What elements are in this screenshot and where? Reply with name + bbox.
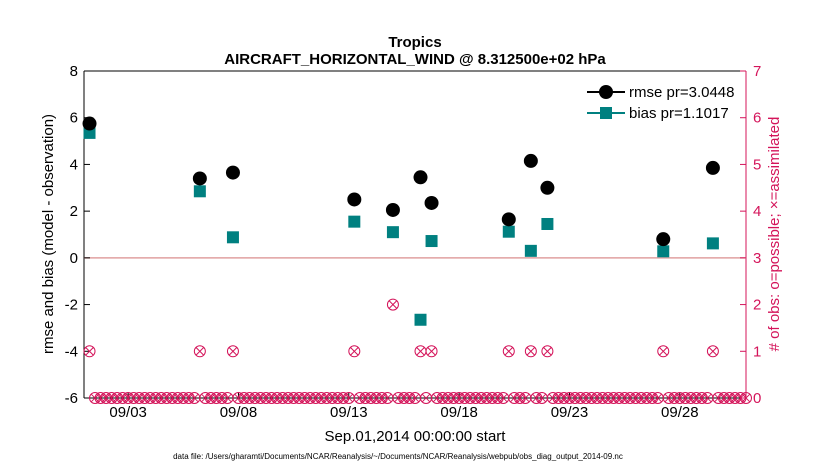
left-y-tick-label: 6: [70, 110, 78, 127]
data-file-footnote: data file: /Users/gharamti/Documents/NCA…: [173, 452, 623, 461]
right-y-tick-label: 3: [753, 250, 761, 267]
bias-point: [414, 313, 427, 326]
bias-point: [83, 126, 96, 139]
obs-count-marker: [706, 345, 719, 358]
rmse-point: [225, 165, 240, 180]
rmse-point: [656, 232, 671, 247]
obs-count-marker: [193, 345, 206, 358]
legend: rmse pr=3.0448 bias pr=1.1017: [585, 78, 735, 126]
bias-point: [386, 226, 399, 239]
bias-point: [657, 245, 670, 258]
right-y-tick-label: 4: [753, 203, 761, 220]
legend-bias-marker: [600, 107, 612, 119]
rmse-point: [424, 195, 439, 210]
left-y-tick-label: -2: [65, 297, 78, 314]
obs-count-marker: [348, 345, 361, 358]
left-y-tick-label: 0: [70, 250, 78, 267]
obs-count-marker: [541, 345, 554, 358]
x-axis: 09/03 09/08 09/13 09/18 09/23 09/28: [109, 392, 699, 421]
left-y-tick-label: 4: [70, 156, 78, 173]
x-axis-label: Sep.01,2014 00:00:00 start: [325, 428, 507, 445]
left-y-axis: -6 -4 -2 0 2 4 6 8: [65, 63, 90, 407]
left-y-tick-label: 8: [70, 63, 78, 80]
rmse-point: [705, 160, 720, 175]
rmse-point: [385, 202, 400, 217]
bias-point: [193, 185, 206, 198]
legend-bias-label: bias pr=1.1017: [629, 105, 729, 122]
obs-count-marker: [226, 345, 239, 358]
obs-count-marker: [657, 345, 670, 358]
chart-subtitle: AIRCRAFT_HORIZONTAL_WIND @ 8.312500e+02 …: [224, 51, 606, 68]
x-tick-label: 09/18: [440, 404, 478, 421]
right-y-tick-label: 7: [753, 63, 761, 80]
rmse-point: [523, 153, 538, 168]
obs-count-marker: [425, 345, 438, 358]
right-y-tick-label: 1: [753, 343, 761, 360]
obs-count-marker: [83, 345, 96, 358]
left-y-axis-label: rmse and bias (model - observation): [40, 114, 57, 354]
obs-count-markers: [83, 298, 752, 404]
bias-point: [706, 237, 719, 250]
rmse-series: [82, 116, 720, 247]
left-y-tick-label: -6: [65, 390, 78, 407]
rmse-point: [192, 171, 207, 186]
rmse-point: [501, 212, 516, 227]
rmse-point: [82, 116, 97, 131]
x-tick-label: 09/28: [661, 404, 699, 421]
left-y-tick-label: 2: [70, 203, 78, 220]
obs-count-zero-marker: [740, 392, 752, 404]
right-y-tick-label: 6: [753, 110, 761, 127]
x-tick-label: 09/03: [109, 404, 147, 421]
rmse-point: [413, 170, 428, 185]
bias-series: [83, 126, 719, 326]
right-y-tick-label: 5: [753, 156, 761, 173]
x-tick-label: 09/23: [551, 404, 589, 421]
x-tick-label: 09/13: [330, 404, 368, 421]
rmse-point: [347, 192, 362, 207]
chart-title: Tropics: [388, 34, 441, 51]
legend-rmse-label: rmse pr=3.0448: [629, 84, 734, 101]
bias-point: [502, 225, 515, 238]
obs-count-marker: [524, 345, 537, 358]
right-y-tick-label: 0: [753, 390, 761, 407]
left-y-tick-label: -4: [65, 343, 78, 360]
right-y-tick-label: 2: [753, 297, 761, 314]
obs-count-marker: [502, 345, 515, 358]
rmse-point: [540, 180, 555, 195]
bias-point: [425, 235, 438, 248]
bias-point: [226, 231, 239, 244]
bias-point: [348, 215, 361, 228]
x-tick-label: 09/08: [220, 404, 258, 421]
bias-point: [541, 217, 554, 230]
legend-rmse-marker: [599, 85, 613, 99]
right-y-axis-label: # of obs: o=possible; ×=assimilated: [766, 117, 783, 352]
obs-count-marker: [386, 298, 399, 311]
bias-point: [524, 244, 537, 257]
